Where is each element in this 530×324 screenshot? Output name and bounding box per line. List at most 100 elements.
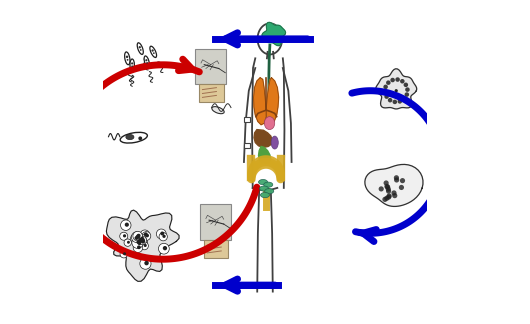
Circle shape bbox=[138, 238, 142, 242]
Polygon shape bbox=[254, 78, 266, 125]
Ellipse shape bbox=[150, 46, 156, 57]
Circle shape bbox=[138, 136, 142, 140]
Circle shape bbox=[386, 194, 391, 200]
Circle shape bbox=[391, 190, 396, 195]
Polygon shape bbox=[376, 69, 417, 109]
Circle shape bbox=[152, 49, 154, 52]
Circle shape bbox=[156, 229, 166, 239]
Circle shape bbox=[138, 242, 141, 245]
Circle shape bbox=[125, 223, 129, 227]
Circle shape bbox=[140, 230, 149, 239]
Circle shape bbox=[395, 77, 400, 82]
FancyBboxPatch shape bbox=[196, 49, 226, 84]
Circle shape bbox=[131, 62, 133, 64]
Circle shape bbox=[402, 97, 407, 101]
Circle shape bbox=[136, 234, 146, 244]
Circle shape bbox=[131, 65, 133, 67]
Polygon shape bbox=[262, 22, 286, 46]
Circle shape bbox=[140, 258, 151, 269]
Ellipse shape bbox=[264, 182, 273, 187]
Circle shape bbox=[131, 232, 143, 243]
Circle shape bbox=[133, 243, 143, 252]
Circle shape bbox=[382, 197, 387, 202]
Circle shape bbox=[120, 250, 128, 258]
Circle shape bbox=[378, 186, 384, 191]
Ellipse shape bbox=[260, 186, 269, 191]
Circle shape bbox=[384, 196, 390, 201]
Circle shape bbox=[137, 240, 141, 244]
Circle shape bbox=[136, 235, 140, 239]
Circle shape bbox=[153, 52, 155, 54]
Circle shape bbox=[163, 246, 167, 250]
Circle shape bbox=[386, 189, 391, 194]
Circle shape bbox=[145, 59, 147, 61]
Polygon shape bbox=[254, 130, 272, 147]
Ellipse shape bbox=[271, 136, 278, 149]
Circle shape bbox=[160, 231, 164, 236]
Circle shape bbox=[394, 177, 399, 182]
Ellipse shape bbox=[130, 59, 135, 71]
Circle shape bbox=[120, 220, 131, 230]
Circle shape bbox=[146, 62, 148, 64]
Circle shape bbox=[394, 175, 399, 180]
Circle shape bbox=[142, 232, 151, 240]
Polygon shape bbox=[259, 146, 271, 164]
Circle shape bbox=[140, 49, 142, 51]
FancyBboxPatch shape bbox=[244, 143, 250, 148]
Circle shape bbox=[124, 239, 131, 246]
FancyBboxPatch shape bbox=[200, 204, 231, 240]
Circle shape bbox=[132, 237, 144, 249]
Circle shape bbox=[144, 261, 149, 265]
Ellipse shape bbox=[125, 52, 130, 65]
Ellipse shape bbox=[260, 192, 270, 198]
Polygon shape bbox=[365, 164, 423, 206]
Circle shape bbox=[127, 59, 128, 61]
FancyBboxPatch shape bbox=[204, 240, 228, 258]
Polygon shape bbox=[266, 78, 279, 125]
Circle shape bbox=[400, 178, 405, 183]
Ellipse shape bbox=[264, 189, 274, 194]
Circle shape bbox=[123, 234, 126, 237]
Ellipse shape bbox=[126, 134, 134, 140]
Circle shape bbox=[383, 89, 387, 94]
Ellipse shape bbox=[137, 43, 143, 54]
Ellipse shape bbox=[259, 179, 268, 185]
FancyBboxPatch shape bbox=[199, 84, 224, 102]
Circle shape bbox=[137, 234, 140, 237]
Circle shape bbox=[393, 100, 397, 104]
Ellipse shape bbox=[120, 132, 147, 143]
Circle shape bbox=[140, 242, 148, 250]
Circle shape bbox=[127, 241, 130, 244]
Circle shape bbox=[384, 180, 388, 186]
Circle shape bbox=[159, 233, 167, 241]
FancyBboxPatch shape bbox=[244, 117, 250, 122]
Circle shape bbox=[138, 242, 141, 245]
Circle shape bbox=[386, 187, 391, 192]
Circle shape bbox=[138, 46, 141, 48]
Circle shape bbox=[384, 184, 390, 189]
Circle shape bbox=[135, 236, 138, 240]
Circle shape bbox=[391, 78, 395, 82]
Circle shape bbox=[142, 238, 145, 242]
Ellipse shape bbox=[212, 107, 224, 114]
Circle shape bbox=[138, 236, 146, 245]
Circle shape bbox=[403, 83, 408, 87]
Circle shape bbox=[135, 240, 143, 248]
Circle shape bbox=[392, 193, 398, 198]
Circle shape bbox=[136, 236, 147, 248]
Ellipse shape bbox=[144, 56, 149, 67]
Circle shape bbox=[135, 240, 143, 248]
Circle shape bbox=[133, 231, 143, 241]
Circle shape bbox=[386, 193, 392, 199]
Circle shape bbox=[126, 56, 128, 58]
Ellipse shape bbox=[264, 117, 275, 130]
Circle shape bbox=[385, 184, 390, 190]
Circle shape bbox=[130, 234, 140, 243]
Circle shape bbox=[386, 80, 391, 85]
Circle shape bbox=[120, 232, 128, 240]
Circle shape bbox=[400, 79, 404, 84]
Circle shape bbox=[158, 243, 169, 254]
Circle shape bbox=[162, 235, 166, 238]
Circle shape bbox=[123, 252, 126, 255]
Circle shape bbox=[395, 89, 398, 92]
